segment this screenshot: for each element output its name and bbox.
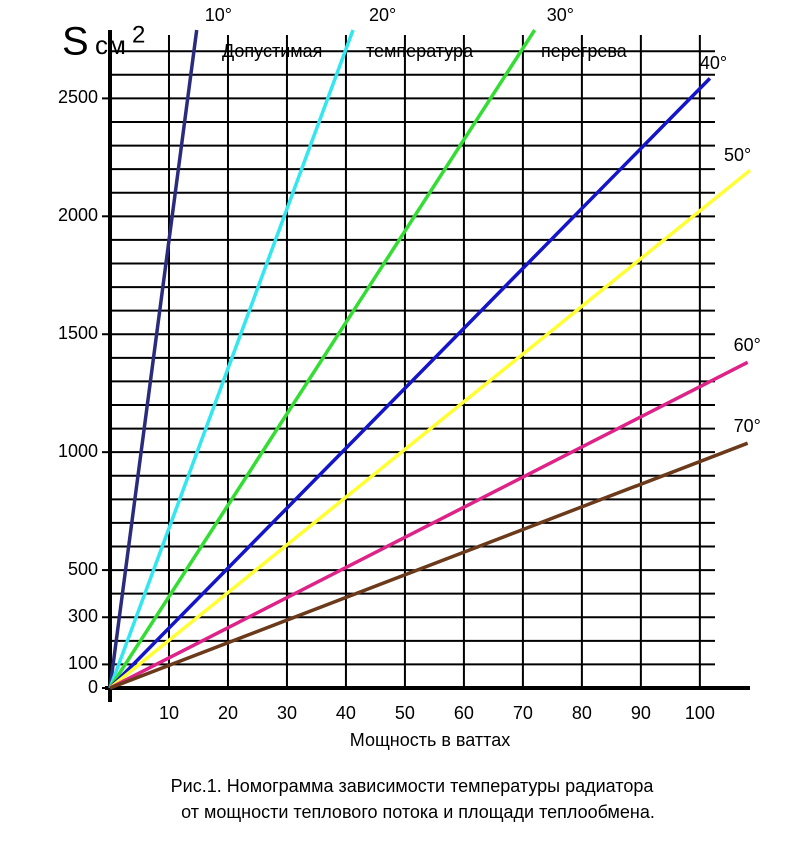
x-tick-label: 80: [572, 703, 592, 723]
y-tick-label: 500: [68, 559, 98, 579]
series-label: 60°: [734, 335, 761, 355]
y-axis-symbol: S: [62, 20, 89, 64]
series-line: [108, 77, 712, 690]
series-line: [109, 360, 749, 690]
series-label: 50°: [724, 145, 751, 165]
x-tick-label: 100: [685, 703, 715, 723]
series-label: 70°: [734, 416, 761, 436]
x-tick-label: 90: [631, 703, 651, 723]
x-tick-label: 40: [336, 703, 356, 723]
y-tick-label: 1000: [58, 441, 98, 461]
y-tick-label: 2500: [58, 87, 98, 107]
y-tick-label: 2000: [58, 205, 98, 225]
series-line: [109, 441, 749, 690]
x-tick-label: 10: [159, 703, 179, 723]
series-line: [108, 168, 752, 690]
y-axis-unit-power: 2: [132, 21, 145, 48]
caption-line: Рис.1. Номограмма зависимости температур…: [171, 776, 655, 796]
series-line: [108, 29, 537, 689]
series-label: 40°: [700, 53, 727, 73]
y-tick-label: 0: [88, 677, 98, 697]
series-label: 10°: [205, 5, 232, 25]
y-tick-label: 1500: [58, 323, 98, 343]
x-axis-label: Мощность в ваттах: [350, 730, 510, 750]
y-tick-label: 100: [68, 653, 98, 673]
x-tick-label: 60: [454, 703, 474, 723]
caption-line: от мощности теплового потока и площади т…: [181, 802, 655, 822]
series-label: 30°: [547, 5, 574, 25]
x-tick-label: 70: [513, 703, 533, 723]
series-label: 20°: [369, 5, 396, 25]
x-tick-label: 30: [277, 703, 297, 723]
x-tick-label: 20: [218, 703, 238, 723]
x-tick-label: 50: [395, 703, 415, 723]
y-tick-label: 300: [68, 606, 98, 626]
series-line: [108, 29, 199, 689]
series-line: [108, 29, 355, 689]
